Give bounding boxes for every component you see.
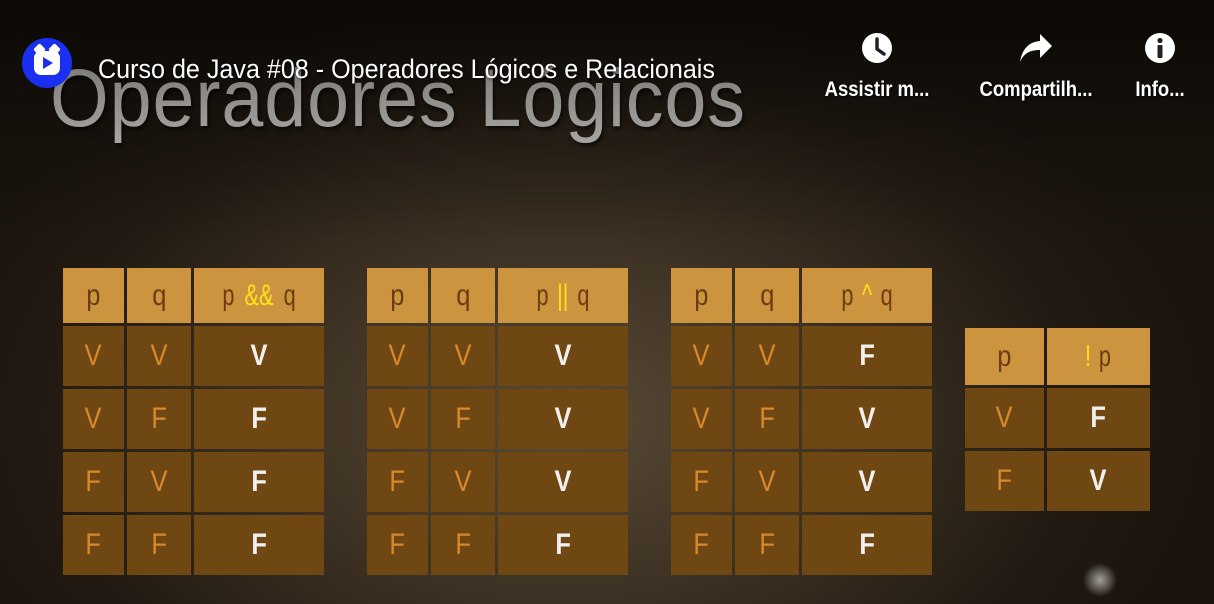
table-header-cell: p (671, 268, 732, 323)
table-cell: V (194, 326, 324, 386)
table-cell: F (127, 515, 191, 575)
table-cell: V (127, 452, 191, 512)
table-cell: F (127, 389, 191, 449)
table-cell: F (802, 326, 932, 386)
table-header-cell: q (431, 268, 495, 323)
table-cell: V (735, 326, 799, 386)
info-button[interactable]: Info... (1120, 30, 1200, 102)
player-top-bar: Curso de Java #08 - Operadores Lógicos e… (0, 0, 1214, 140)
operator-symbol: ! (1084, 339, 1091, 373)
table-cell: F (431, 515, 495, 575)
table-cell: V (63, 326, 124, 386)
info-label: Info... (1135, 78, 1185, 101)
table-cell: F (1047, 388, 1150, 448)
table-header-cell: p (367, 268, 428, 323)
video-title[interactable]: Curso de Java #08 - Operadores Lógicos e… (98, 54, 715, 84)
table-cell: V (498, 326, 628, 386)
table-cell: F (498, 515, 628, 575)
table-header-cell: q (735, 268, 799, 323)
operator-symbol: || (557, 278, 569, 312)
share-arrow-icon (1020, 34, 1052, 62)
table-cell: F (194, 389, 324, 449)
table-cell: F (671, 452, 732, 512)
table-cell: F (194, 515, 324, 575)
table-cell: V (431, 452, 495, 512)
table-cell: F (63, 515, 124, 575)
table-cell: F (194, 452, 324, 512)
share-button[interactable]: Compartilh... (966, 30, 1106, 102)
table-cell: F (802, 515, 932, 575)
table-header-cell: p (965, 328, 1044, 385)
operator-symbol: ^ (861, 278, 873, 312)
watch-later-button[interactable]: Assistir m... (812, 30, 942, 102)
table-cell: V (735, 452, 799, 512)
slide-heading: Operadores Lógicos (50, 53, 746, 144)
table-cell: V (431, 326, 495, 386)
operator-symbol: && (244, 278, 274, 312)
table-cell: V (802, 452, 932, 512)
table-header-cell: p && q (194, 268, 324, 323)
table-cell: V (671, 389, 732, 449)
table-header-cell: p (63, 268, 124, 323)
table-cell: F (965, 451, 1044, 511)
table-cell: V (671, 326, 732, 386)
table-cell: F (367, 515, 428, 575)
table-cell: F (367, 452, 428, 512)
table-header-cell: ! p (1047, 328, 1150, 385)
table-cell: F (431, 389, 495, 449)
table-cell: V (367, 389, 428, 449)
table-cell: V (1047, 451, 1150, 511)
decorative-sparkle (1080, 560, 1120, 600)
table-cell: V (965, 388, 1044, 448)
table-header-cell: p ^ q (802, 268, 932, 323)
share-label: Compartilh... (979, 78, 1093, 101)
table-header-cell: q (127, 268, 191, 323)
info-icon (1145, 33, 1175, 63)
table-cell: V (498, 389, 628, 449)
clock-icon (862, 33, 892, 63)
table-cell: F (735, 389, 799, 449)
table-cell: V (367, 326, 428, 386)
channel-logo-icon[interactable] (22, 38, 72, 88)
table-cell: V (127, 326, 191, 386)
table-cell: V (498, 452, 628, 512)
table-cell: F (671, 515, 732, 575)
table-cell: V (802, 389, 932, 449)
table-cell: V (63, 389, 124, 449)
table-cell: F (63, 452, 124, 512)
table-cell: F (735, 515, 799, 575)
watch-later-label: Assistir m... (824, 78, 930, 101)
table-header-cell: p || q (498, 268, 628, 323)
